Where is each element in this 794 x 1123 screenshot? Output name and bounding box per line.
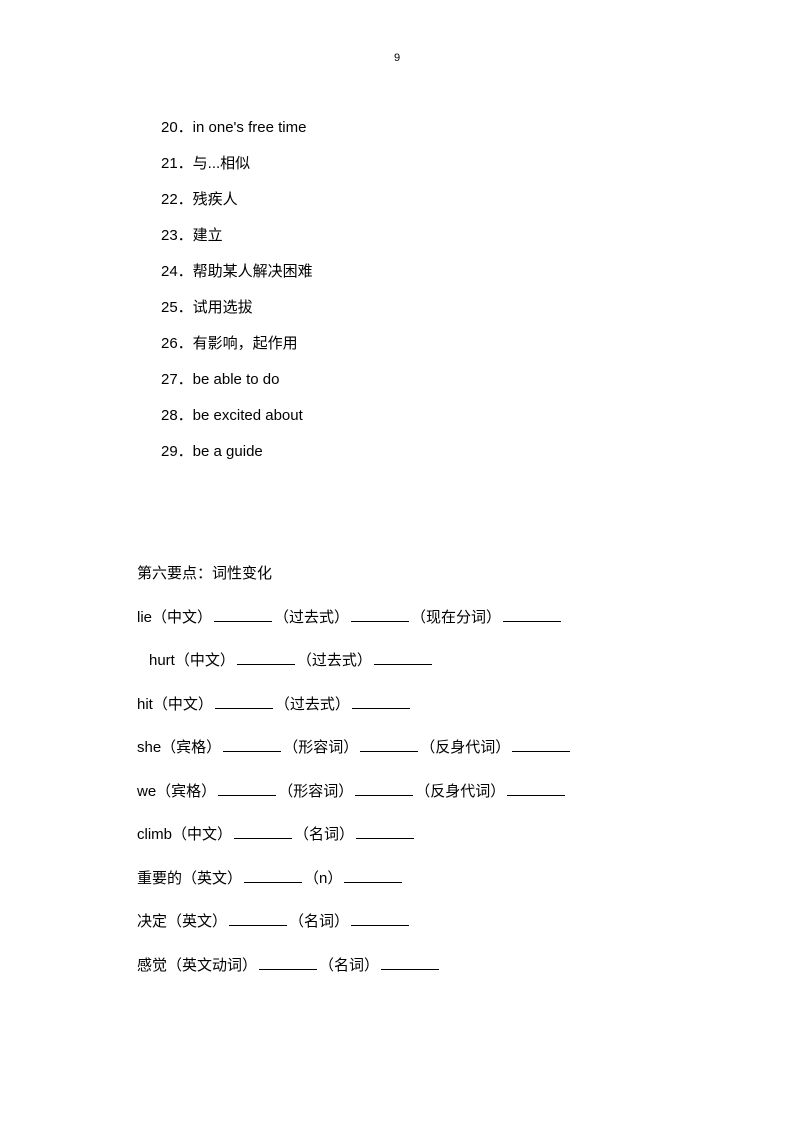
form-line: hurt（中文） （过去式） [137, 639, 677, 683]
content-area: 20．in one's free time21．与...相似22．残疾人23．建… [137, 110, 677, 987]
list-item: 29．be a guide [137, 434, 677, 470]
section-title: 第六要点：词性变化 [137, 552, 677, 596]
list-item: 26．有影响，起作用 [137, 326, 677, 362]
list-item: 24．帮助某人解决困难 [137, 254, 677, 290]
form-line: lie（中文） （过去式） （现在分词） [137, 596, 677, 640]
form-line: 决定（英文） （名词） [137, 900, 677, 944]
list-item: 20．in one's free time [137, 110, 677, 146]
form-label: （n） [304, 870, 342, 887]
blank-field[interactable] [215, 691, 273, 709]
blank-field[interactable] [223, 734, 281, 752]
form-label: climb（中文） [137, 826, 232, 843]
blank-field[interactable] [237, 647, 295, 665]
form-label: （现在分词） [411, 609, 501, 626]
blank-field[interactable] [344, 865, 402, 883]
form-label: hit（中文） [137, 696, 213, 713]
blank-field[interactable] [356, 821, 414, 839]
blank-field[interactable] [360, 734, 418, 752]
blank-field[interactable] [244, 865, 302, 883]
list-item: 25．试用选拔 [137, 290, 677, 326]
form-label: she（宾格） [137, 739, 221, 756]
blank-field[interactable] [352, 691, 410, 709]
blank-field[interactable] [259, 952, 317, 970]
blank-field[interactable] [381, 952, 439, 970]
blank-field[interactable] [503, 604, 561, 622]
form-label: （名词） [289, 913, 349, 930]
blank-field[interactable] [229, 908, 287, 926]
form-label: （名词） [294, 826, 354, 843]
form-label: we（宾格） [137, 783, 216, 800]
form-line: 感觉（英文动词） （名词） [137, 944, 677, 988]
form-label: 重要的（英文） [137, 870, 242, 887]
blank-field[interactable] [351, 604, 409, 622]
form-label: （过去式） [297, 652, 372, 669]
list-item: 21．与...相似 [137, 146, 677, 182]
form-label: （过去式） [275, 696, 350, 713]
blank-field[interactable] [218, 778, 276, 796]
blank-field[interactable] [355, 778, 413, 796]
form-label: （名词） [319, 957, 379, 974]
form-line: hit（中文） （过去式） [137, 683, 677, 727]
blank-field[interactable] [374, 647, 432, 665]
blank-field[interactable] [512, 734, 570, 752]
list-item: 28．be excited about [137, 398, 677, 434]
form-label: （形容词） [283, 739, 358, 756]
form-label: hurt（中文） [149, 652, 235, 669]
form-label: lie（中文） [137, 609, 212, 626]
blank-field[interactable] [214, 604, 272, 622]
list-item: 27．be able to do [137, 362, 677, 398]
blank-field[interactable] [507, 778, 565, 796]
blank-field[interactable] [351, 908, 409, 926]
form-label: （过去式） [274, 609, 349, 626]
form-label: 感觉（英文动词） [137, 957, 257, 974]
form-label: （反身代词） [415, 783, 505, 800]
form-label: （形容词） [278, 783, 353, 800]
list-item: 22．残疾人 [137, 182, 677, 218]
form-label: （反身代词） [420, 739, 510, 756]
numbered-list: 20．in one's free time21．与...相似22．残疾人23．建… [137, 110, 677, 470]
blank-field[interactable] [234, 821, 292, 839]
page-number: 9 [0, 52, 794, 64]
form-line: climb（中文） （名词） [137, 813, 677, 857]
form-section: lie（中文） （过去式） （现在分词） hurt（中文） （过去式） hit（中文） （过… [137, 596, 677, 988]
form-line: 重要的（英文） （n） [137, 857, 677, 901]
form-line: we（宾格） （形容词） （反身代词） [137, 770, 677, 814]
form-line: she（宾格） （形容词） （反身代词） [137, 726, 677, 770]
form-label: 决定（英文） [137, 913, 227, 930]
list-item: 23．建立 [137, 218, 677, 254]
